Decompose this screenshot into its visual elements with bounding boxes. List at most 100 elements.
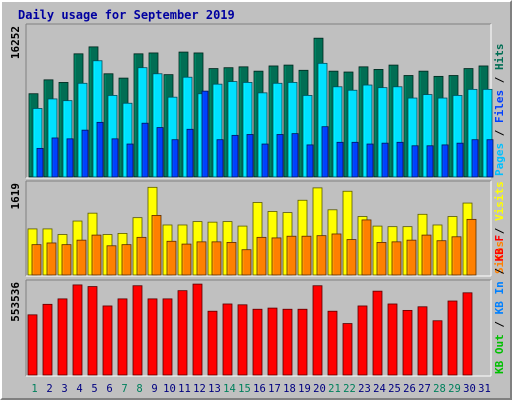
top-bar-pages-day-12-fill	[201, 90, 209, 178]
top-bar-pages-day-24-fill	[381, 142, 389, 178]
bottom-bar-kb-f-day-1-fill	[27, 314, 38, 376]
top-bar-pages-day-10-fill	[171, 139, 179, 178]
top-bar-pages-day-21	[336, 141, 344, 178]
middle-bar-sites-day-2-fill	[46, 242, 57, 276]
top-bar-pages-day-12	[201, 90, 209, 178]
middle-bar-sites-day-20-fill	[316, 235, 327, 276]
bottom-bar-kb-f-day-28-fill	[432, 320, 443, 376]
bottom-bar-kb-f-day-25	[387, 303, 398, 376]
top-bar-pages-day-13-fill	[216, 139, 224, 178]
middle-bar-sites-day-21-fill	[331, 233, 342, 276]
top-bar-pages-day-9	[156, 127, 164, 178]
middle-bar-sites-day-15-fill	[241, 249, 252, 276]
middle-bar-sites-day-19-fill	[301, 235, 312, 276]
middle-legend-separator: /	[493, 221, 506, 241]
top-bar-pages-day-5-fill	[96, 121, 104, 178]
bottom-bar-kb-f-day-30	[462, 292, 473, 376]
bottom-bar-kb-f-day-3-fill	[57, 298, 68, 376]
middle-bar-sites-day-28	[436, 240, 447, 276]
bottom-bar-kb-f-day-18	[282, 308, 293, 376]
x-tick-label-day-18: 18	[283, 383, 296, 395]
bottom-bar-kb-f-day-24-fill	[372, 290, 383, 376]
middle-bar-sites-day-4	[76, 239, 87, 276]
top-bar-pages-day-4	[81, 129, 89, 178]
x-tick-label-day-29: 29	[448, 383, 461, 395]
bottom-bar-kb-f-day-6	[102, 305, 113, 376]
top-bar-pages-day-3	[66, 138, 74, 178]
middle-bar-sites-day-13-fill	[211, 241, 222, 276]
top-bar-pages-day-10	[171, 139, 179, 178]
top-bar-pages-day-8	[141, 122, 149, 178]
middle-bar-sites-day-15	[241, 249, 252, 276]
bottom-bar-kb-f-day-24	[372, 290, 383, 376]
top-bar-pages-day-16	[261, 143, 269, 178]
top-bar-pages-day-23	[366, 143, 374, 178]
top-legend-pages: Pages	[493, 143, 506, 176]
top-bar-pages-day-11	[186, 128, 194, 178]
middle-legend: Sites / Visits	[493, 181, 506, 274]
x-tick-label-day-10: 10	[163, 383, 176, 395]
bottom-bar-kb-f-day-5-fill	[87, 286, 98, 376]
middle-bar-sites-day-30-fill	[466, 218, 477, 276]
bottom-bar-kb-f-day-21-fill	[327, 310, 338, 376]
top-bar-pages-day-19	[306, 144, 314, 178]
top-bar-pages-day-19-fill	[306, 144, 314, 178]
bottom-bar-kb-f-day-25-fill	[387, 303, 398, 376]
bottom-bar-kb-f-day-3	[57, 298, 68, 376]
bottom-legend-separator: /	[493, 314, 506, 334]
bottom-bar-kb-f-day-1	[27, 314, 38, 376]
bottom-bar-kb-f-day-4	[72, 284, 83, 376]
bottom-bar-kb-f-day-6-fill	[102, 305, 113, 376]
x-tick-label-day-30: 30	[463, 383, 476, 395]
x-tick-label-day-7: 7	[121, 383, 127, 395]
bottom-bar-kb-f-day-9-fill	[147, 298, 158, 376]
middle-bar-sites-day-1-fill	[31, 244, 42, 276]
bottom-legend-kb-f: KB F	[493, 235, 506, 262]
top-bar-pages-day-11-fill	[186, 128, 194, 178]
middle-y-max-label: 1619	[9, 183, 22, 210]
bottom-bar-kb-f-day-16	[252, 308, 263, 376]
top-bar-pages-day-18-fill	[291, 133, 299, 178]
middle-bar-sites-day-16	[256, 236, 267, 276]
bottom-bar-kb-f-day-26-fill	[402, 309, 413, 376]
bottom-legend-kb-out: KB Out	[493, 334, 506, 374]
top-bar-pages-day-21-fill	[336, 141, 344, 178]
middle-bar-sites-day-19	[301, 235, 312, 276]
bottom-bar-kb-f-day-14-fill	[222, 303, 233, 376]
middle-bar-sites-day-22	[346, 239, 357, 276]
x-tick-label-day-4: 4	[76, 383, 82, 395]
middle-bar-sites-day-3-fill	[61, 244, 72, 276]
top-bar-pages-day-17-fill	[276, 134, 284, 178]
middle-bar-sites-day-16-fill	[256, 236, 267, 276]
bottom-bar-kb-f-day-8-fill	[132, 285, 143, 376]
bottom-bar-kb-f-day-26	[402, 309, 413, 376]
bottom-bar-kb-f-day-27-fill	[417, 306, 428, 376]
top-legend-hits: Hits	[493, 44, 506, 71]
top-bar-pages-day-18	[291, 133, 299, 178]
top-bar-pages-day-26-fill	[411, 145, 419, 178]
middle-bar-sites-day-9	[151, 215, 162, 276]
bottom-bar-kb-f-day-21	[327, 310, 338, 376]
middle-bar-sites-day-12-fill	[196, 241, 207, 276]
x-tick-label-day-11: 11	[178, 383, 191, 395]
bottom-bar-kb-f-day-11	[177, 290, 188, 376]
top-bar-pages-day-31	[486, 139, 494, 178]
middle-bar-sites-day-29	[451, 236, 462, 276]
top-bar-pages-day-1	[36, 147, 44, 178]
middle-bar-sites-day-20	[316, 235, 327, 276]
x-tick-label-day-12: 12	[193, 383, 206, 395]
middle-bar-sites-day-6-fill	[106, 245, 117, 276]
x-tick-label-day-19: 19	[298, 383, 311, 395]
top-bar-pages-day-26	[411, 145, 419, 178]
bottom-bar-kb-f-day-10-fill	[162, 298, 173, 376]
middle-bar-sites-day-5	[91, 234, 102, 276]
top-bar-pages-day-16-fill	[261, 143, 269, 178]
bottom-y-max-label: 553536	[9, 282, 22, 322]
x-tick-label-day-26: 26	[403, 383, 416, 395]
top-bar-pages-day-14	[231, 134, 239, 178]
x-tick-label-day-20: 20	[313, 383, 326, 395]
x-tick-label-day-27: 27	[418, 383, 431, 395]
middle-bar-sites-day-5-fill	[91, 234, 102, 276]
middle-bar-sites-day-10-fill	[166, 240, 177, 276]
